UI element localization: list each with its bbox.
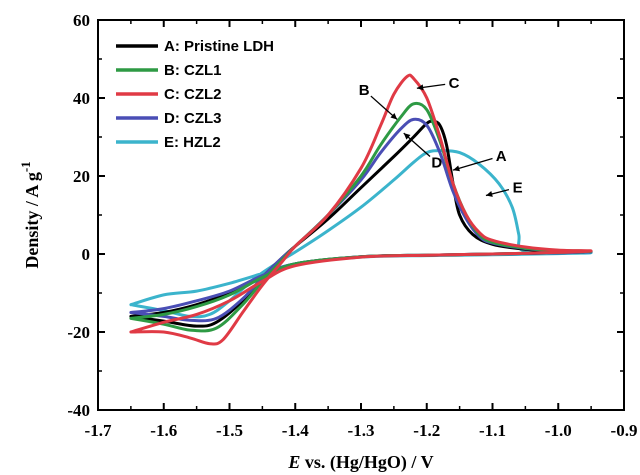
y-axis-title: Density / A g-1 (18, 161, 42, 268)
y-tick-label: -20 (67, 323, 90, 342)
y-tick-label: 0 (82, 245, 91, 264)
annotation-arrow-head (453, 165, 460, 172)
annotation-label: B (359, 82, 370, 99)
tick-labels: -1.7 -1.6 -1.5 -1.4 -1.3 -1.2 -1.1 -1.0 -0.9 -40 -… (67, 11, 637, 440)
x-axis-title: E vs. (Hg/HgO) / V (287, 452, 433, 473)
x-tick-label: -1.0 (545, 421, 572, 440)
legend-label: E: HZL2 (164, 134, 221, 151)
series-curves (129, 73, 593, 346)
legend-label: C: CZL2 (164, 86, 222, 103)
annotation-label: A (496, 148, 507, 165)
legend-label: A: Pristine LDH (164, 38, 274, 55)
annotation-label: E (513, 179, 523, 196)
svg-text:Density / A g-1: Density / A g-1 (18, 161, 42, 268)
series-line-a (129, 119, 593, 328)
y-tick-label: 60 (73, 11, 90, 30)
axis-ticks (97, 19, 625, 411)
x-tick-label: -1.5 (216, 421, 243, 440)
x-tick-label: -1.4 (282, 421, 309, 440)
legend: A: Pristine LDH B: CZL1 C: CZL2 D: CZL3 E: H… (116, 38, 274, 151)
annotation-label: D (431, 154, 442, 171)
x-tick-label: -1.2 (413, 421, 440, 440)
annotation-arrow-head (416, 84, 424, 91)
x-tick-label: -1.3 (348, 421, 375, 440)
legend-label: B: CZL1 (164, 62, 222, 79)
series-line-c (129, 73, 593, 346)
x-tick-label: -1.6 (150, 421, 177, 440)
annotation-label: C (449, 75, 460, 92)
annotations: A B C D E (359, 75, 523, 197)
x-tick-label: -1.1 (479, 421, 506, 440)
annotation-arrow-head (403, 133, 411, 140)
y-tick-label: 40 (73, 89, 90, 108)
annotation-arrow-head (390, 112, 398, 120)
annotation-arrow-line (452, 157, 493, 171)
y-tick-label: 20 (73, 167, 90, 186)
x-tick-label: -1.7 (85, 421, 112, 440)
legend-label: D: CZL3 (164, 110, 222, 127)
x-tick-label: -0.9 (611, 421, 638, 440)
y-tick-label: -40 (67, 401, 90, 420)
annotation-arrow-head (485, 190, 493, 197)
